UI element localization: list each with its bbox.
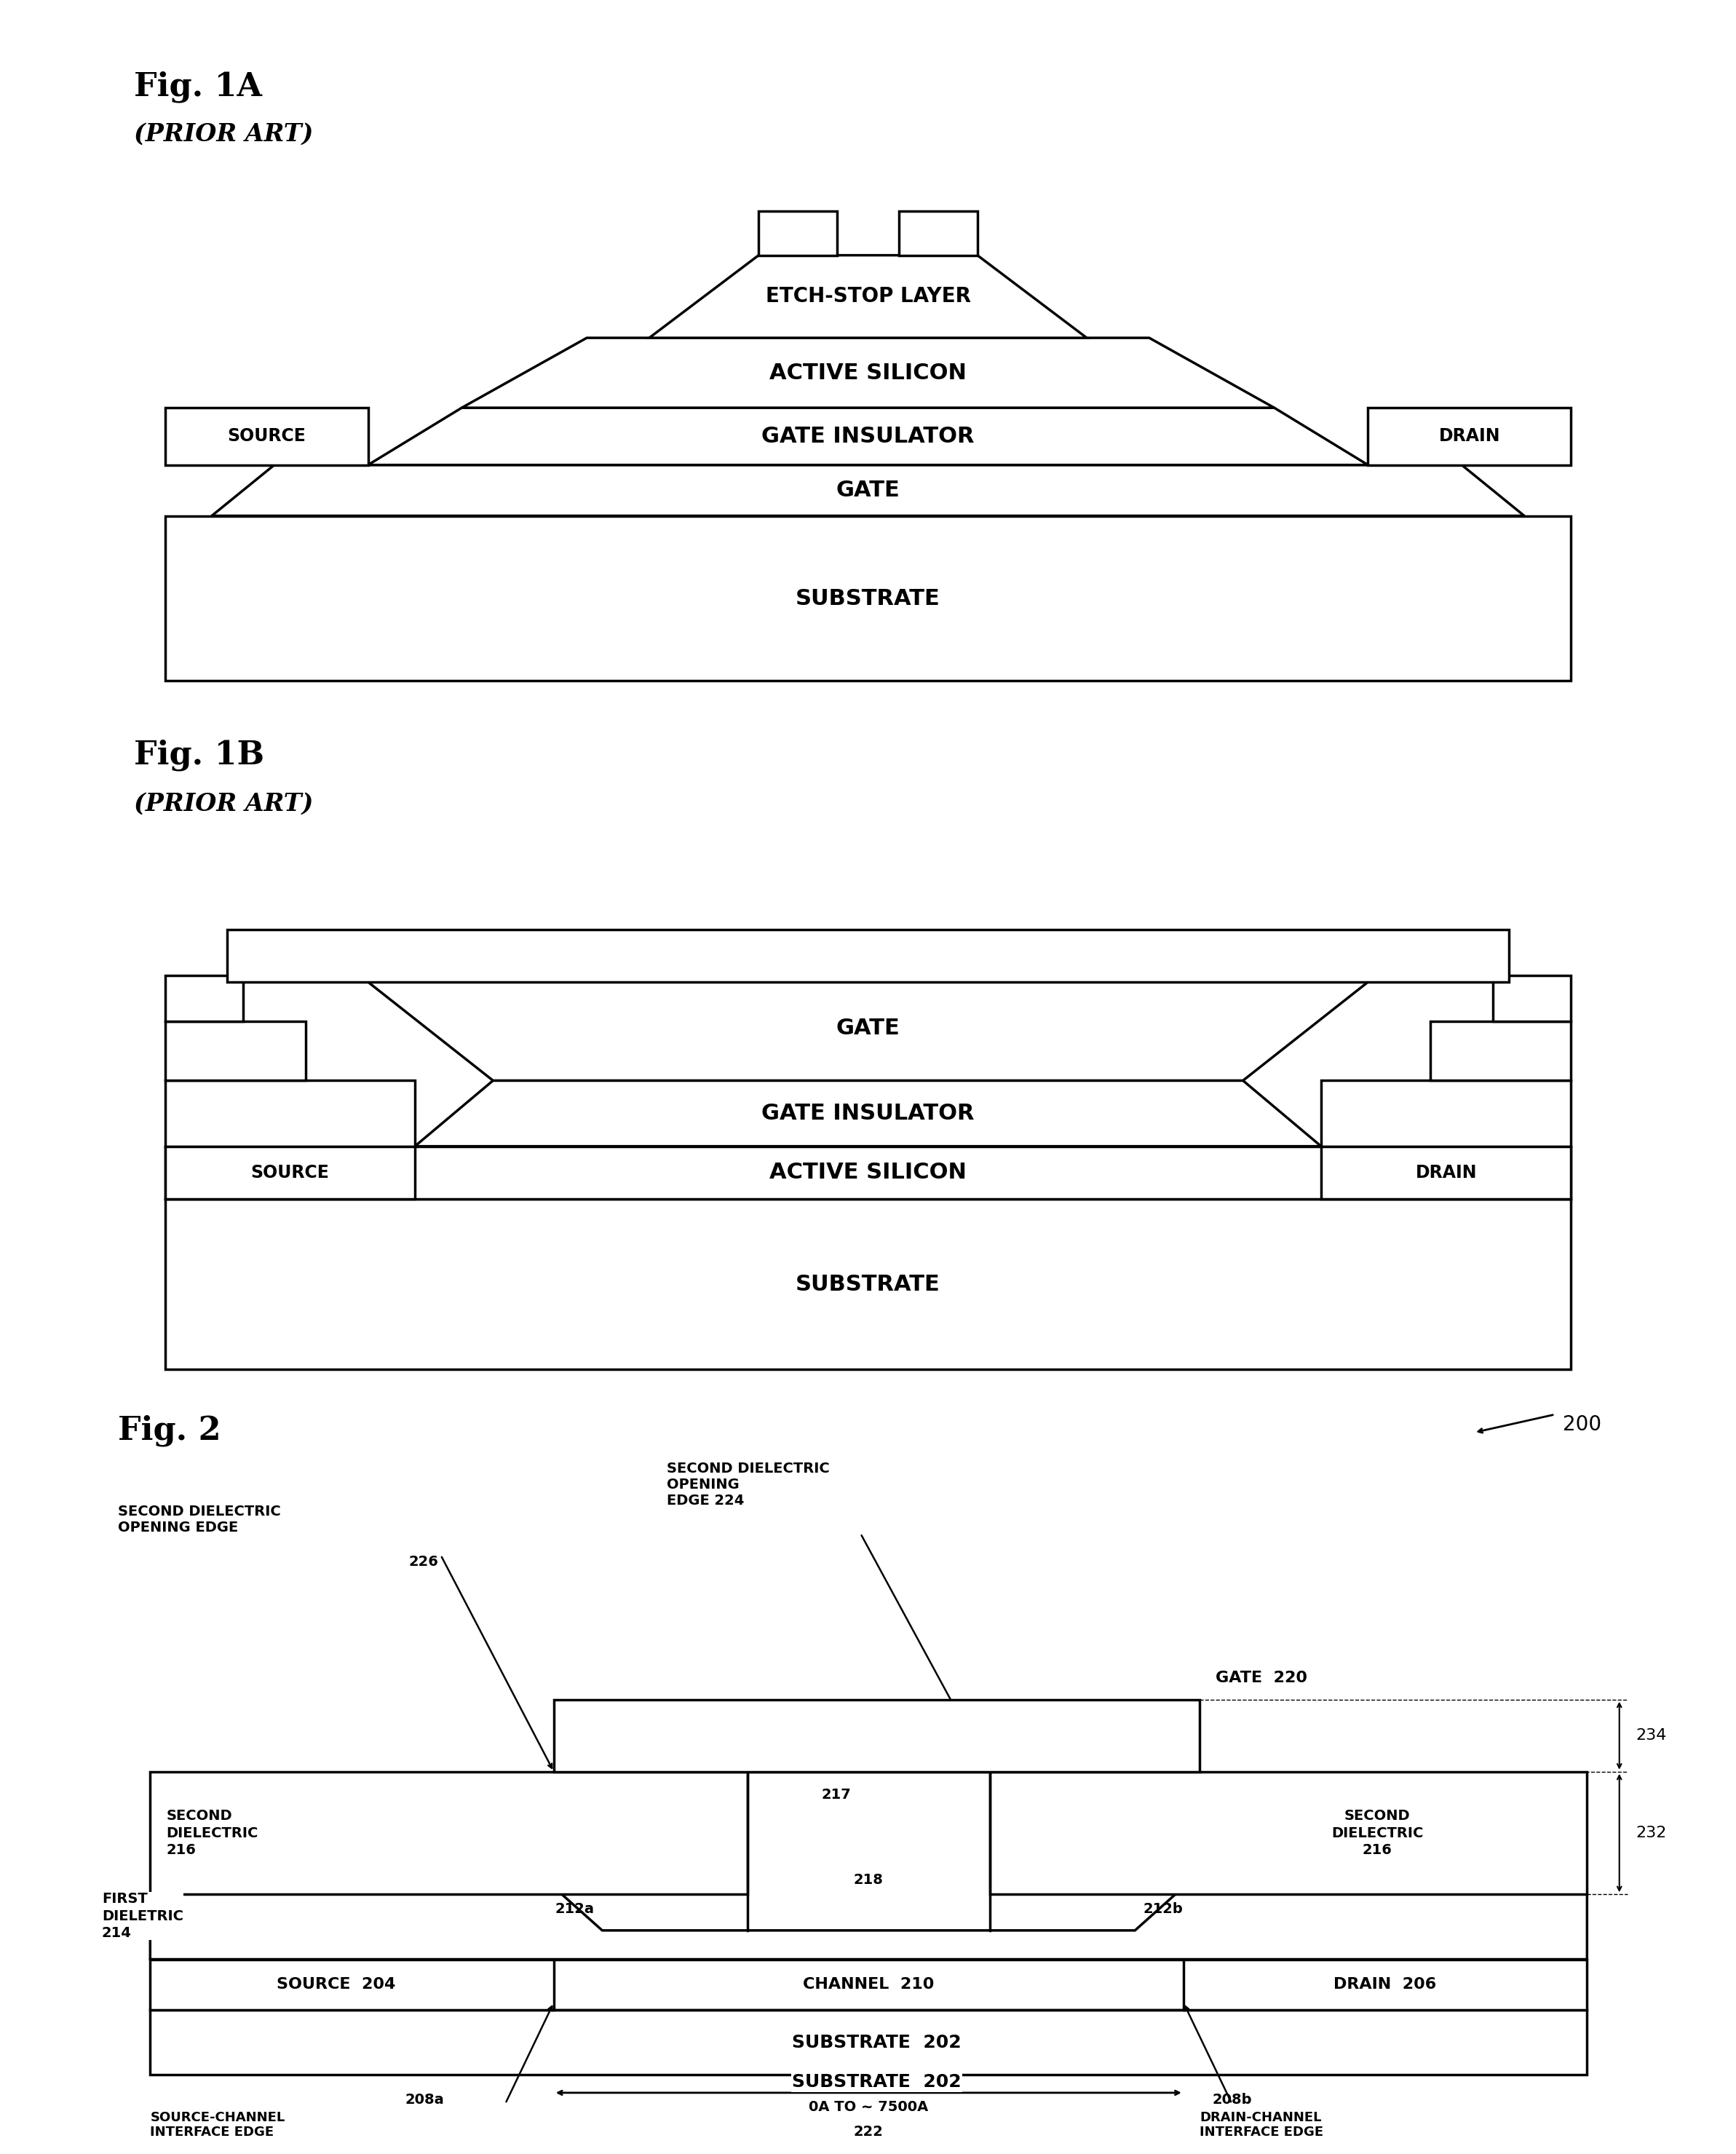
Text: 0A TO ~ 7500A: 0A TO ~ 7500A xyxy=(809,2100,929,2113)
Text: SECOND DIELECTRIC
OPENING EDGE: SECOND DIELECTRIC OPENING EDGE xyxy=(118,1506,281,1534)
Text: CHANNEL  210: CHANNEL 210 xyxy=(804,1977,934,1992)
Text: GATE  220: GATE 220 xyxy=(873,1728,977,1745)
Text: 208a: 208a xyxy=(404,2094,444,2107)
Polygon shape xyxy=(149,1771,748,1893)
Text: 212a: 212a xyxy=(556,1902,594,1917)
Text: 208b: 208b xyxy=(1212,2094,1252,2107)
Polygon shape xyxy=(368,982,1368,1081)
Text: 222: 222 xyxy=(854,2126,884,2139)
Text: DRAIN-CHANNEL
INTERFACE EDGE: DRAIN-CHANNEL INTERFACE EDGE xyxy=(1200,2111,1323,2139)
Bar xyxy=(759,211,837,256)
Text: SOURCE: SOURCE xyxy=(250,1163,330,1180)
Text: ACTIVE SILICON: ACTIVE SILICON xyxy=(769,1161,967,1183)
Polygon shape xyxy=(368,407,1368,465)
Text: 232: 232 xyxy=(1635,1827,1667,1840)
Bar xyxy=(165,515,1571,681)
Text: Fig. 1A: Fig. 1A xyxy=(134,71,262,103)
Bar xyxy=(165,1146,1571,1200)
Bar xyxy=(554,1700,1200,1771)
Text: GATE INSULATOR: GATE INSULATOR xyxy=(762,426,974,446)
Bar xyxy=(227,931,1509,982)
Text: SUBSTRATE: SUBSTRATE xyxy=(795,588,941,610)
Text: Fig. 1B: Fig. 1B xyxy=(134,739,264,771)
Text: (PRIOR ART): (PRIOR ART) xyxy=(134,791,312,816)
Polygon shape xyxy=(212,465,1524,515)
Text: (PRIOR ART): (PRIOR ART) xyxy=(134,123,312,146)
Text: SUBSTRATE  202: SUBSTRATE 202 xyxy=(792,2072,962,2092)
Bar xyxy=(165,407,368,465)
Text: SOURCE  204: SOURCE 204 xyxy=(276,1977,396,1992)
Text: SECOND
DIELECTRIC
216: SECOND DIELECTRIC 216 xyxy=(167,1809,259,1857)
Bar xyxy=(165,1200,1571,1370)
Bar xyxy=(899,211,977,256)
Text: GATE: GATE xyxy=(837,480,899,502)
Text: FIRST
DIELETRIC
214: FIRST DIELETRIC 214 xyxy=(102,1891,184,1941)
Bar xyxy=(165,976,243,1021)
Polygon shape xyxy=(990,1771,1587,1893)
Text: SUBSTRATE  202: SUBSTRATE 202 xyxy=(792,2033,962,2051)
Text: SECOND DIELECTRIC
OPENING
EDGE 224: SECOND DIELECTRIC OPENING EDGE 224 xyxy=(667,1460,830,1508)
Text: 226: 226 xyxy=(408,1555,437,1568)
Bar xyxy=(165,1081,415,1146)
Bar xyxy=(1430,1021,1571,1081)
Polygon shape xyxy=(149,1893,1587,1960)
Bar xyxy=(1368,407,1571,465)
Bar xyxy=(1321,1146,1571,1200)
Polygon shape xyxy=(649,256,1087,338)
Text: 212b: 212b xyxy=(1142,1902,1182,1917)
Bar xyxy=(165,1021,306,1081)
Bar xyxy=(165,1146,415,1200)
Bar xyxy=(1493,976,1571,1021)
Text: 234: 234 xyxy=(1635,1728,1667,1743)
Text: GATE INSULATOR: GATE INSULATOR xyxy=(762,1103,974,1124)
Bar xyxy=(1184,1960,1587,2010)
Bar xyxy=(149,1960,554,2010)
Bar xyxy=(1321,1081,1571,1146)
Text: DRAIN: DRAIN xyxy=(1415,1163,1477,1180)
Text: 217: 217 xyxy=(821,1788,851,1801)
Text: DRAIN  206: DRAIN 206 xyxy=(1333,1977,1437,1992)
Text: GATE  220: GATE 220 xyxy=(1215,1672,1307,1684)
Text: 200: 200 xyxy=(1562,1415,1602,1435)
Text: 218: 218 xyxy=(854,1874,884,1887)
Text: ACTIVE SILICON: ACTIVE SILICON xyxy=(769,362,967,383)
Text: GATE: GATE xyxy=(837,1017,899,1038)
Polygon shape xyxy=(462,338,1274,407)
Text: SOURCE-CHANNEL
INTERFACE EDGE: SOURCE-CHANNEL INTERFACE EDGE xyxy=(149,2111,285,2139)
Text: ETCH-STOP LAYER: ETCH-STOP LAYER xyxy=(766,286,970,306)
Text: SUBSTRATE: SUBSTRATE xyxy=(795,1273,941,1295)
Polygon shape xyxy=(415,1081,1321,1146)
Text: SECOND
DIELECTRIC
216: SECOND DIELECTRIC 216 xyxy=(1332,1809,1424,1857)
Text: SOURCE: SOURCE xyxy=(227,429,306,446)
Text: DRAIN: DRAIN xyxy=(1439,429,1500,446)
Bar xyxy=(149,2010,1587,2074)
Text: Fig. 2: Fig. 2 xyxy=(118,1415,220,1445)
